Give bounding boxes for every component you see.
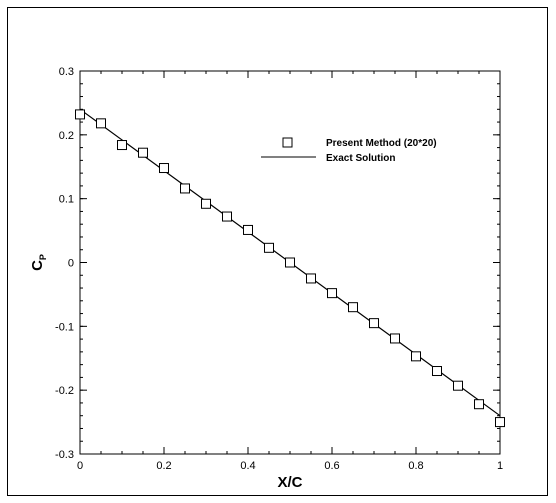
legend-label-present-method: Present Method (20*20) [326, 138, 437, 149]
y-axis-label-group: CP [29, 254, 48, 271]
data-point-square [474, 399, 484, 410]
data-point-square [180, 183, 190, 194]
y-tick-label: 0 [68, 258, 74, 270]
y-axis-label: CP [29, 254, 48, 271]
x-tick-label: 0.2 [156, 460, 171, 472]
y-tick-labels: 0.3 0.2 0.1 0 -0.1 -0.2 -0.3 [55, 66, 74, 461]
present-method-series [75, 109, 505, 428]
data-point-square [222, 211, 232, 222]
data-point-square [75, 109, 85, 120]
data-point-square [264, 242, 274, 253]
y-tick-label: 0.3 [59, 66, 74, 78]
x-tick-label: 1 [497, 460, 503, 472]
y-tick-label: -0.3 [55, 449, 74, 461]
data-point-square [201, 198, 211, 209]
data-point-square [453, 380, 463, 391]
x-tick-labels: 0 0.2 0.4 0.6 0.8 1 [77, 460, 503, 472]
data-point-square [285, 257, 295, 268]
x-tick-label: 0 [77, 460, 83, 472]
data-point-square [432, 366, 442, 377]
data-point-square [96, 118, 106, 129]
legend-marker-square [282, 137, 293, 148]
major-ticks [79, 70, 501, 455]
y-tick-label: -0.1 [55, 321, 74, 333]
data-point-square [306, 273, 316, 284]
data-point-square [117, 140, 127, 151]
chart-frame [7, 7, 548, 496]
y-axis-label-subscript: P [38, 254, 48, 260]
legend-label-exact-solution: Exact Solution [326, 153, 395, 164]
legend: Present Method (20*20) Exact Solution [261, 137, 437, 164]
data-point-square [138, 147, 148, 158]
data-point-square [411, 351, 421, 362]
data-point-square [390, 333, 400, 344]
data-point-square [327, 288, 337, 299]
data-point-square [348, 302, 358, 313]
y-tick-label: 0.1 [59, 194, 74, 206]
x-tick-label: 0.6 [324, 460, 339, 472]
x-tick-label: 0.8 [408, 460, 423, 472]
y-tick-label: 0.2 [59, 130, 74, 142]
y-axis-label-main: C [29, 260, 46, 271]
data-point-square [369, 318, 379, 329]
data-point-square [495, 417, 505, 428]
y-tick-label: -0.2 [55, 385, 74, 397]
data-point-square [159, 163, 169, 174]
x-tick-label: 0.4 [240, 460, 255, 472]
x-axis-label: X/C [277, 474, 302, 491]
data-point-square [243, 224, 253, 235]
